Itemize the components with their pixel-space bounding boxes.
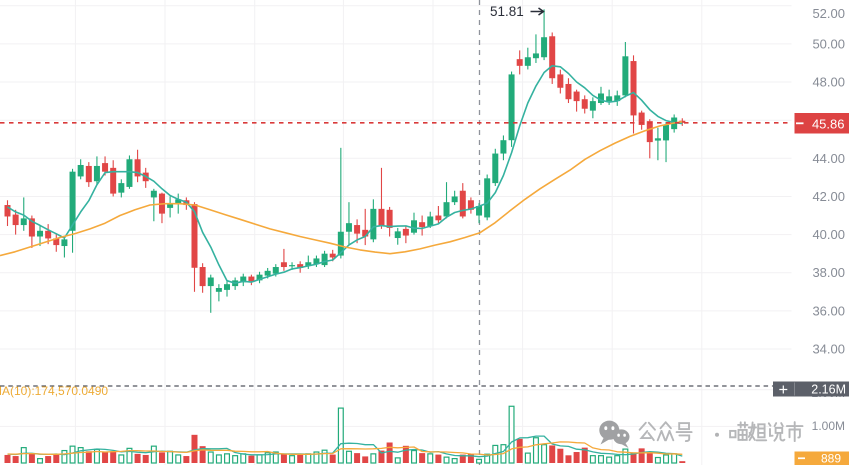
svg-text:2.16M: 2.16M [811,383,846,397]
svg-text:44.00: 44.00 [812,151,845,166]
svg-text:38.00: 38.00 [812,265,845,280]
svg-text:36.00: 36.00 [812,303,845,318]
svg-text:52.00: 52.00 [812,6,845,21]
svg-text:1.00M: 1.00M [812,419,845,433]
svg-text:48.00: 48.00 [812,75,845,90]
svg-text:889: 889 [821,452,841,465]
svg-text:34.00: 34.00 [812,342,845,357]
svg-text:MA(10):174,570.0490: MA(10):174,570.0490 [0,384,108,398]
svg-text:45.86: 45.86 [812,116,845,131]
svg-text:51.81: 51.81 [490,4,524,19]
svg-text:50.00: 50.00 [812,36,845,51]
svg-text:40.00: 40.00 [812,227,845,242]
svg-text:42.00: 42.00 [812,189,845,204]
